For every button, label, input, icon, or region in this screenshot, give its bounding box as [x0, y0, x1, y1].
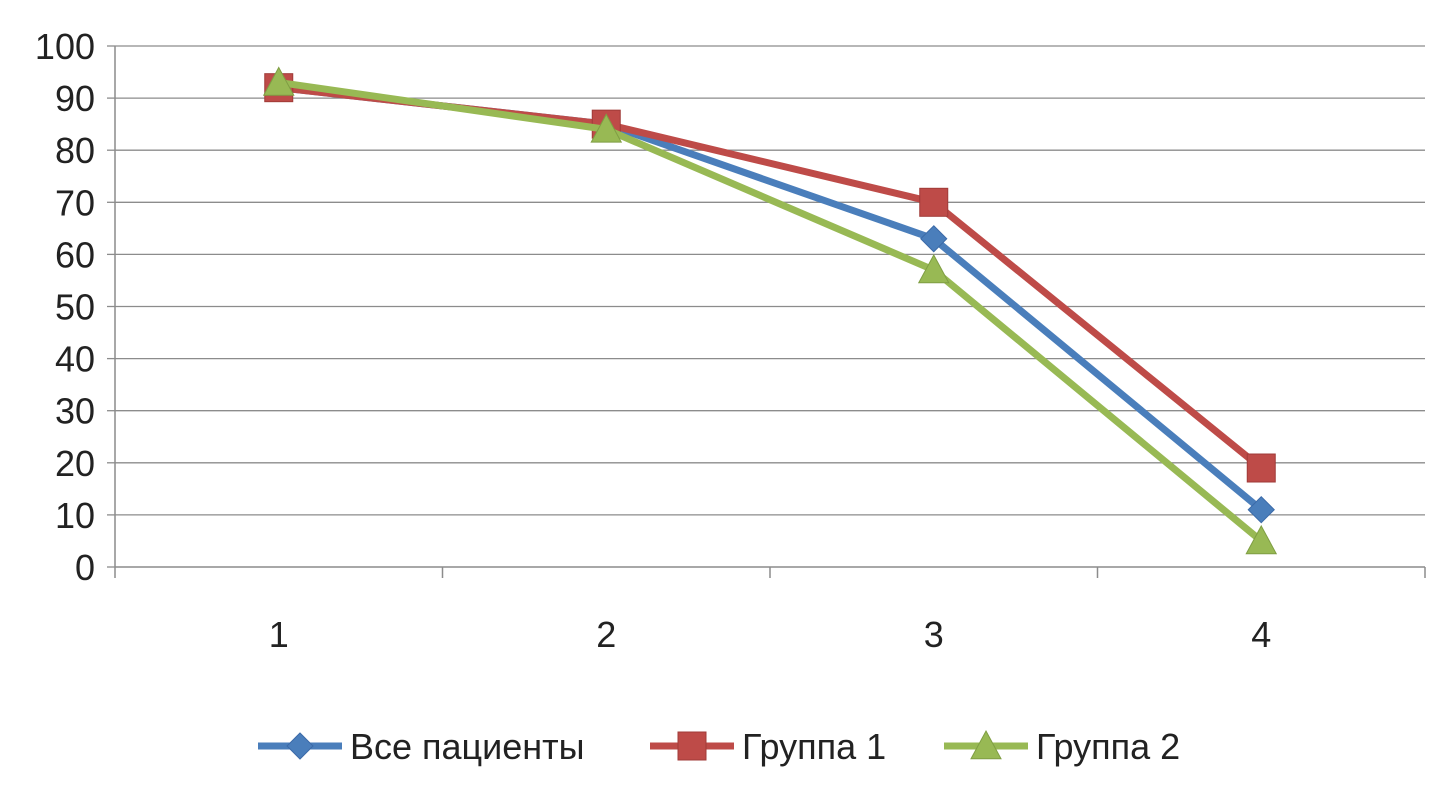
legend-marker [677, 731, 707, 761]
y-tick-label: 80 [55, 130, 95, 171]
y-tick-label: 60 [55, 234, 95, 275]
legend-item: Все пациенты [258, 726, 585, 767]
series-line [275, 84, 1265, 514]
legend-label: Все пациенты [350, 726, 585, 767]
y-tick-label: 100 [35, 26, 95, 67]
y-tick-label: 30 [55, 391, 95, 432]
x-tick-label: 2 [596, 614, 616, 655]
x-tick-label: 4 [1251, 614, 1271, 655]
y-tick-label: 50 [55, 287, 95, 328]
series-1 [265, 73, 1275, 524]
legend-label: Группа 2 [1036, 726, 1180, 767]
data-point-marker [919, 187, 949, 217]
series-line [275, 78, 1265, 545]
series-lines [262, 66, 1278, 555]
y-tick-label: 90 [55, 78, 95, 119]
x-axis-tick-labels: 1 2 3 4 [269, 614, 1272, 655]
legend-marker [286, 732, 314, 760]
data-point-marker [917, 253, 950, 284]
data-point-marker [262, 66, 295, 96]
y-tick-label: 20 [55, 443, 95, 484]
legend-item: Группа 1 [650, 726, 886, 767]
y-tick-label: 10 [55, 495, 95, 536]
x-tick-label: 3 [924, 614, 944, 655]
legend-marker [970, 729, 1002, 760]
x-tick-label: 1 [269, 614, 289, 655]
data-point-marker [920, 225, 948, 253]
series-2 [264, 73, 1276, 483]
y-tick-label: 0 [75, 547, 95, 588]
series-3 [262, 66, 1278, 555]
gridlines [115, 45, 1425, 516]
y-axis-tick-labels: 0 10 20 30 40 50 60 70 80 90 100 [35, 26, 95, 588]
y-tick-label: 40 [55, 339, 95, 380]
data-point-marker [1245, 524, 1278, 555]
y-tick-label: 70 [55, 182, 95, 223]
legend: Все пациенты Группа 1 Группа 2 [258, 726, 1180, 767]
data-point-marker [1246, 453, 1276, 483]
axes [107, 45, 1426, 578]
legend-label: Группа 1 [742, 726, 886, 767]
data-point-marker [590, 113, 623, 143]
legend-item: Группа 2 [944, 726, 1180, 767]
data-point-marker [1247, 495, 1275, 524]
